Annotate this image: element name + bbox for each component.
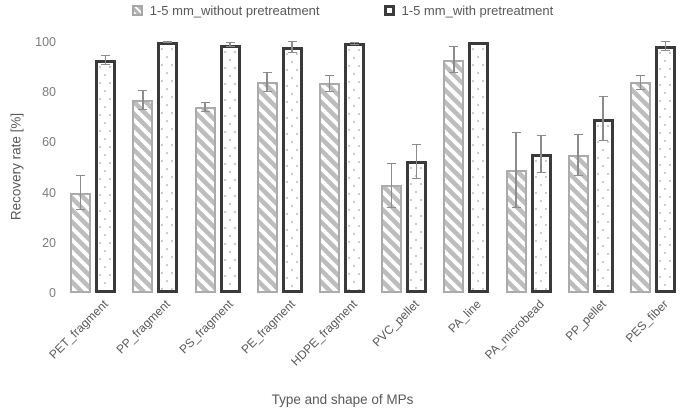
legend-label: 1-5 mm_without pretreatment	[149, 3, 320, 18]
plot-area	[62, 40, 684, 293]
bar-with-PP_fragment	[157, 42, 179, 293]
error-bar-with-PS_fragment	[225, 42, 235, 48]
error-bar-without-PVC_pellet	[387, 162, 397, 208]
error-bar-without-PP_pellet	[573, 133, 583, 177]
bar-with-HDPE_fragment	[343, 43, 365, 293]
error-bar-without-PET_fragment	[76, 175, 86, 211]
dotted-black-swatch-icon	[383, 5, 395, 16]
error-bar-with-PES_fiber	[660, 40, 670, 51]
error-bar-without-PA_microbead	[511, 132, 521, 208]
bar-with-PES_fiber	[654, 45, 676, 293]
error-bar-with-HDPE_fragment	[349, 42, 359, 45]
y-tick-label-80: 80	[42, 85, 56, 100]
bar-without-PA_line	[443, 59, 465, 293]
error-bar-without-PES_fiber	[635, 74, 645, 90]
bar-with-PE_fragment	[281, 47, 303, 293]
error-bar-without-PA_line	[449, 45, 459, 74]
error-bar-with-PVC_pellet	[412, 143, 422, 179]
bar-with-PA_line	[468, 42, 490, 293]
bar-without-PS_fragment	[194, 107, 216, 293]
error-bar-with-PP_fragment	[163, 40, 173, 44]
legend-item-without-pretreatment: 1-5 mm_without pretreatment	[131, 3, 320, 18]
hatched-gray-swatch-icon	[131, 5, 143, 16]
error-bar-without-PE_fragment	[262, 72, 272, 93]
y-tick-label-20: 20	[42, 235, 56, 250]
x-axis-labels: PET_fragment PP_fragment PS_fragment PE_fra…	[0, 297, 685, 389]
bar-without-HDPE_fragment	[318, 83, 340, 293]
error-bar-without-PP_fragment	[138, 89, 148, 110]
legend-label: 1-5 mm_with pretreatment	[401, 3, 554, 18]
error-bar-without-PS_fragment	[200, 102, 210, 113]
y-axis-title: Recovery rate [%]	[8, 112, 24, 221]
bar-with-PS_fragment	[219, 44, 241, 293]
bar-with-PET_fragment	[95, 59, 117, 293]
error-bar-with-PET_fragment	[101, 54, 111, 65]
y-tick-label-100: 100	[35, 35, 56, 49]
bar-without-PES_fiber	[629, 82, 651, 293]
x-axis-title: Type and shape of MPs	[271, 392, 414, 407]
y-tick-label-0: 0	[49, 286, 56, 300]
bar-without-PP_fragment	[132, 99, 154, 293]
legend-item-with-pretreatment: 1-5 mm_with pretreatment	[383, 3, 554, 18]
error-bar-without-HDPE_fragment	[324, 74, 334, 93]
bar-with-PVC_pellet	[406, 161, 428, 293]
error-bar-with-PA_microbead	[536, 134, 546, 173]
bar-without-PE_fragment	[256, 82, 278, 293]
legend: 1-5 mm_without pretreatment 1-5 mm_with …	[0, 3, 685, 18]
bar-with-PA_microbead	[530, 153, 552, 293]
bar-with-PP_pellet	[592, 118, 614, 293]
error-bar-with-PP_pellet	[598, 95, 608, 142]
error-bar-with-PE_fragment	[287, 40, 297, 54]
y-tick-label-40: 40	[42, 185, 56, 200]
y-tick-label-60: 60	[42, 135, 56, 150]
